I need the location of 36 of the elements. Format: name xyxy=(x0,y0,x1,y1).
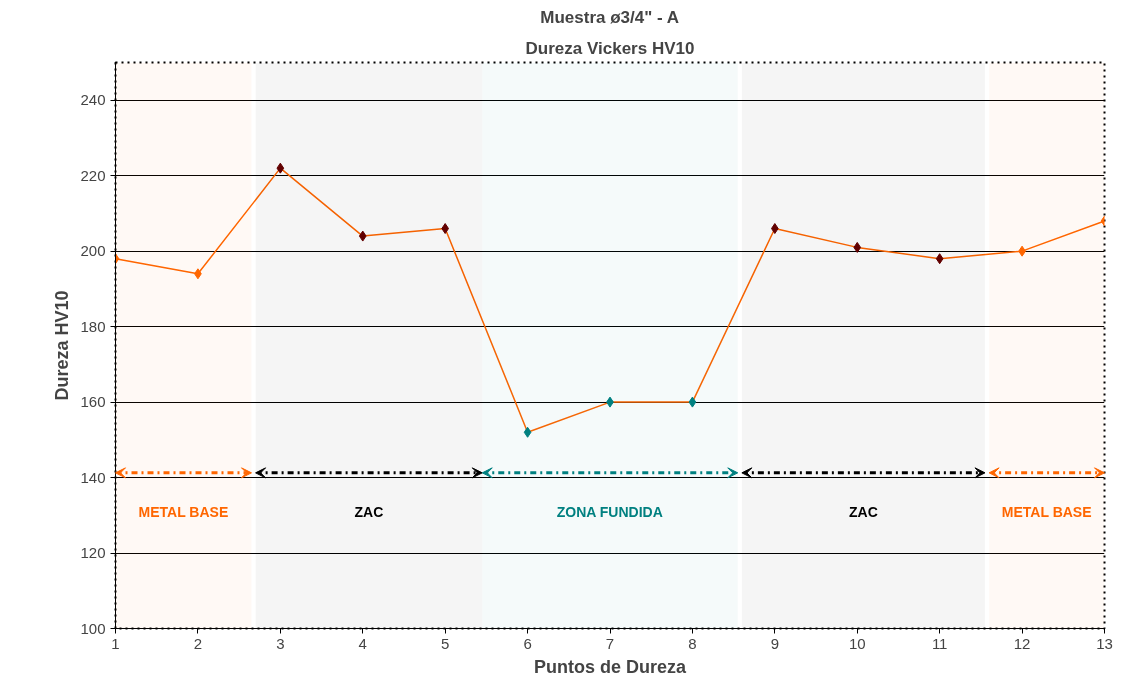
point xyxy=(523,426,532,438)
y-tick-label: 100 xyxy=(80,619,106,637)
y-tick-label: 120 xyxy=(80,544,106,562)
x-tick-label: 5 xyxy=(441,634,450,652)
point xyxy=(358,230,367,242)
point xyxy=(853,241,862,253)
band-label: ZAC xyxy=(849,504,878,521)
x-tick-label: 3 xyxy=(276,634,285,652)
band-label: ZAC xyxy=(354,504,384,521)
x-tick-label: 1 xyxy=(111,634,120,652)
x-tick-label: 7 xyxy=(605,634,615,652)
point xyxy=(935,253,944,265)
y-tick-label: 180 xyxy=(80,317,106,335)
point xyxy=(688,396,697,408)
x-tick-label: 12 xyxy=(1013,634,1031,652)
x-tick-label: 6 xyxy=(523,634,532,652)
y-tick-label: 140 xyxy=(80,468,106,486)
band-label: METAL BASE xyxy=(1001,504,1092,521)
chart-subtitle: Dureza Vickers HV10 xyxy=(525,38,695,58)
x-tick-label: 4 xyxy=(358,634,367,652)
chart-title: Muestra ø3/4" - A xyxy=(540,7,680,27)
y-tick-label: 200 xyxy=(80,242,106,260)
x-tick-label: 10 xyxy=(848,634,866,652)
y-tick-label: 240 xyxy=(80,91,106,109)
x-axis-title: Puntos de Dureza xyxy=(533,656,687,677)
y-axis-title: Dureza HV10 xyxy=(52,290,73,401)
band-label: METAL BASE xyxy=(138,504,229,521)
y-tick-label: 160 xyxy=(80,393,106,411)
x-tick-label: 11 xyxy=(931,634,948,652)
x-tick-label: 2 xyxy=(193,634,203,652)
x-tick-label: 13 xyxy=(1096,634,1113,652)
point xyxy=(276,162,285,174)
x-tick-label: 8 xyxy=(688,634,697,652)
band-label: ZONA FUNDIDA xyxy=(556,504,663,521)
x-tick-label: 9 xyxy=(770,634,780,652)
y-tick-label: 220 xyxy=(80,166,106,184)
